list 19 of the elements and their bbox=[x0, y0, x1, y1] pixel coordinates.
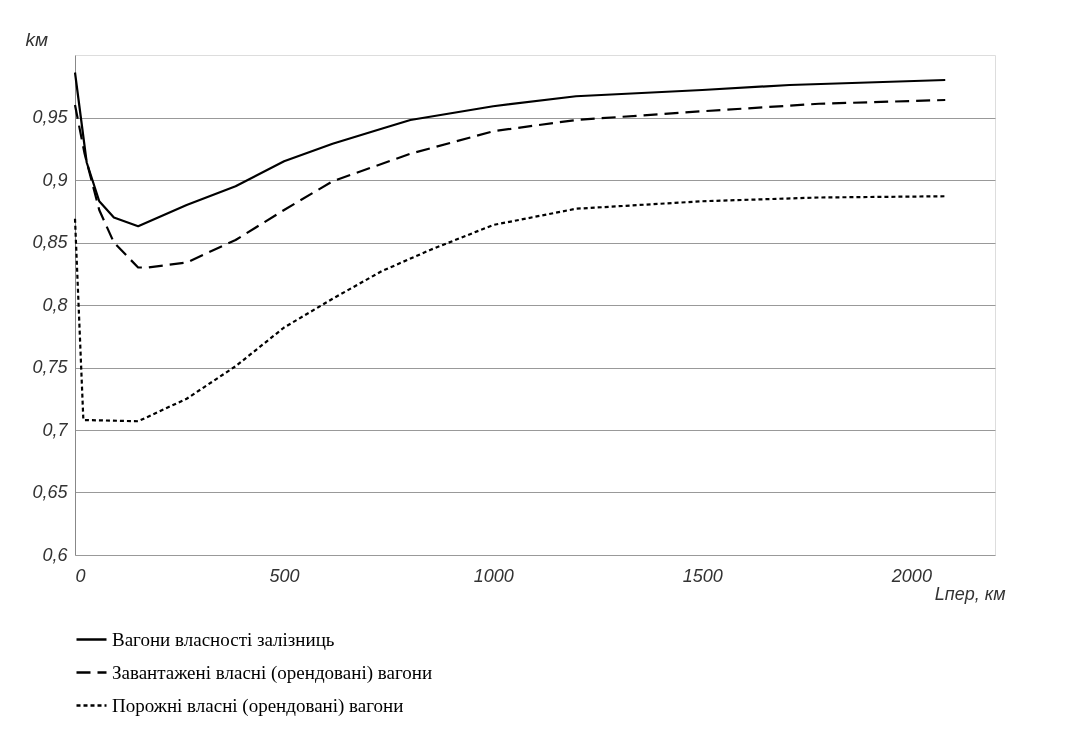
x-tick-label: 1500 bbox=[682, 565, 723, 586]
legend-label: Порожні власні (орендовані) вагони bbox=[112, 694, 404, 717]
x-tick-label: 2000 bbox=[890, 565, 932, 586]
y-tick-label: 0,7 bbox=[42, 419, 69, 440]
x-tick-label: 500 bbox=[269, 565, 300, 586]
legend-label: Вагони власності залізниць bbox=[112, 628, 335, 650]
y-tick-label: 0,8 bbox=[42, 294, 68, 315]
y-tick-label: 0,9 bbox=[42, 169, 68, 190]
y-axis-title: kм bbox=[25, 28, 49, 50]
y-tick-label: 0,85 bbox=[32, 232, 69, 252]
y-tick-label: 0,75 bbox=[32, 357, 69, 377]
x-tick-label: 1000 bbox=[473, 565, 514, 586]
y-tick-label: 0,95 bbox=[32, 107, 69, 127]
x-axis-title: Lпер, км bbox=[934, 583, 1006, 604]
y-tick-label: 0,65 bbox=[32, 482, 69, 502]
line-series bbox=[73, 195, 947, 423]
x-tick-label: 0 bbox=[75, 565, 86, 586]
legend-label: Завантажені власні (орендовані) вагони bbox=[112, 661, 433, 684]
y-tick-label: 0,6 bbox=[42, 544, 69, 565]
